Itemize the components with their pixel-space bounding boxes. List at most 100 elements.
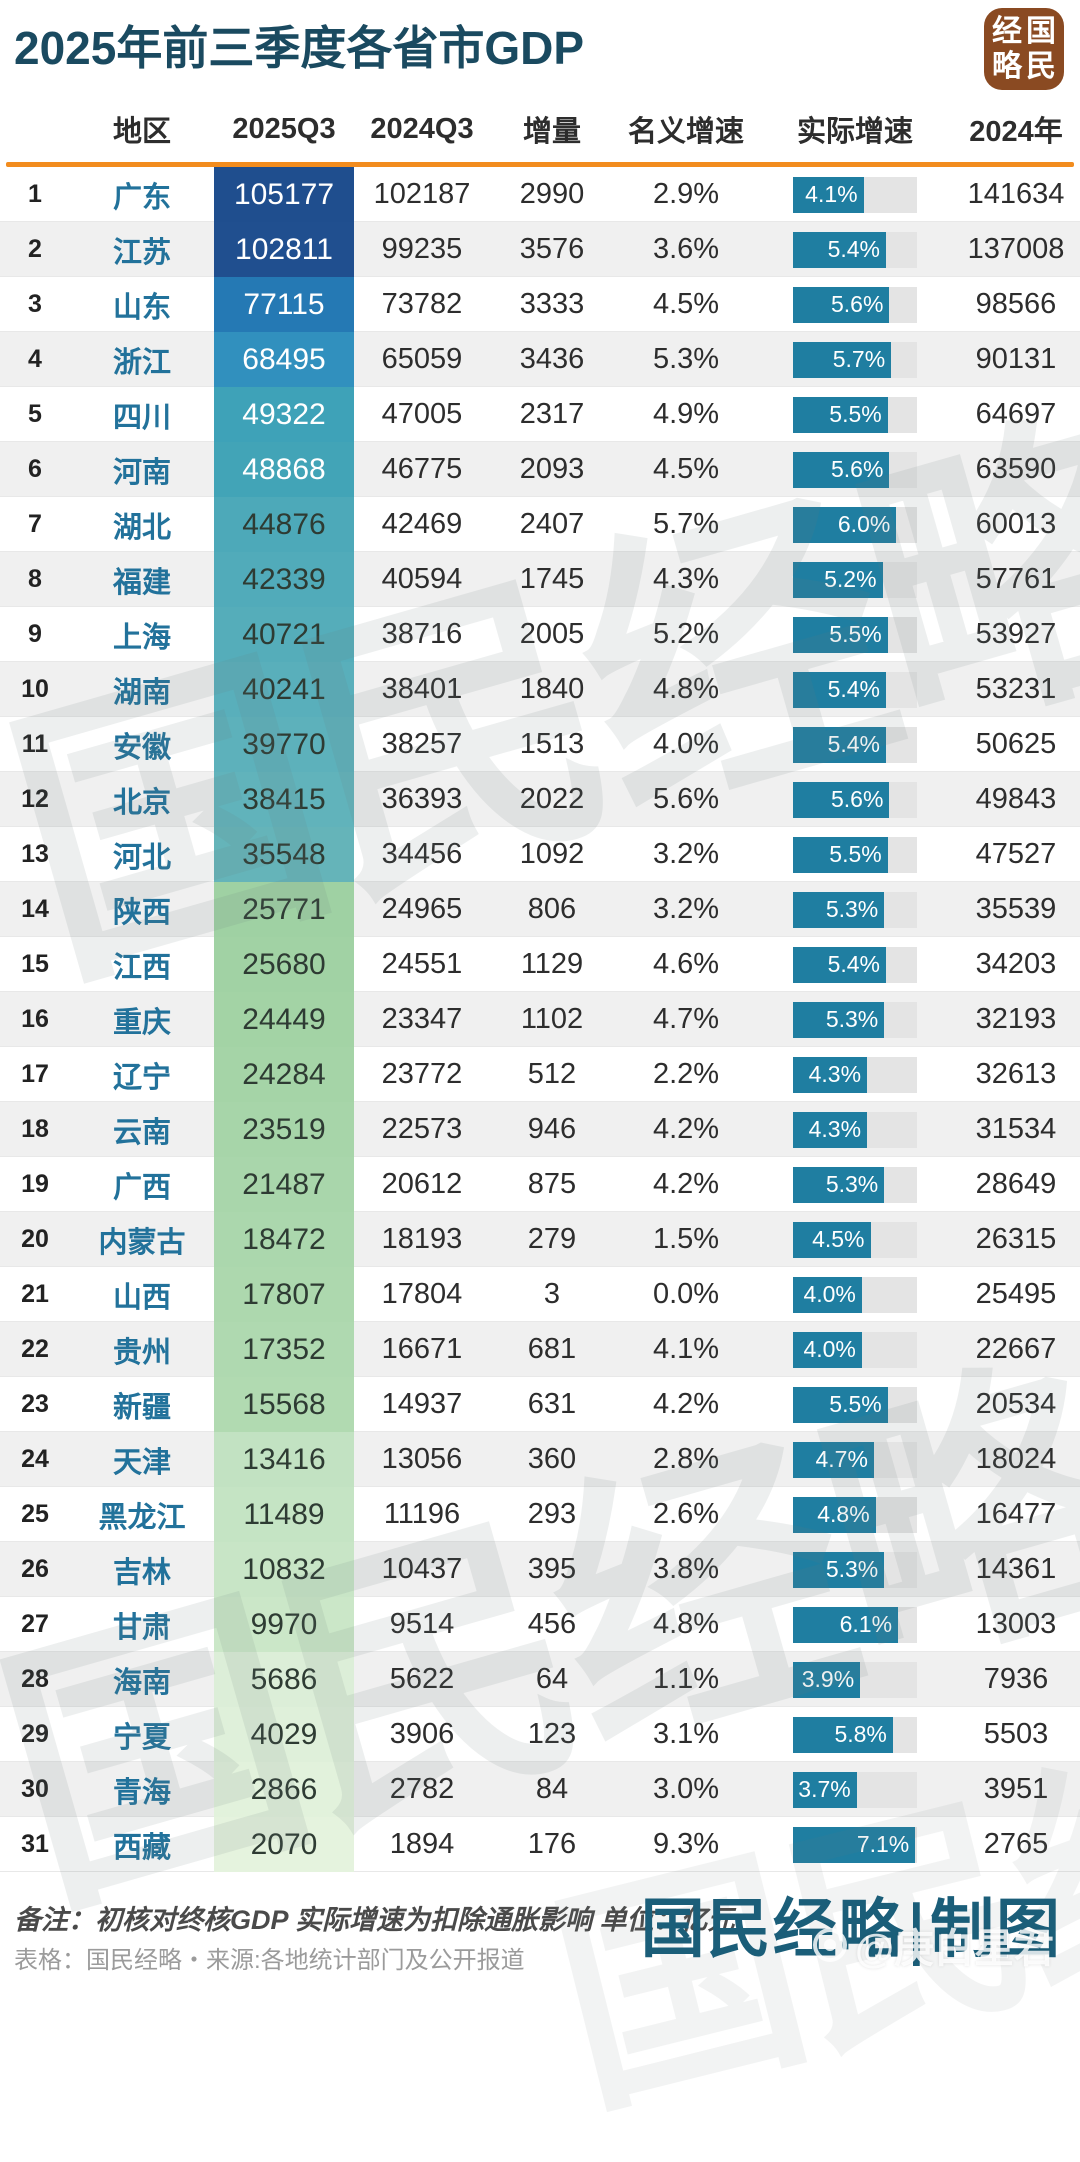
gdp-2024q3-cell: 36393 bbox=[381, 783, 463, 815]
increment-cell: 3576 bbox=[519, 233, 585, 265]
growth-bar-label: 6.0% bbox=[837, 511, 891, 537]
nominal-growth-cell: 2.6% bbox=[652, 1498, 720, 1530]
real-growth-cell: 5.3% bbox=[758, 891, 952, 928]
table-row: 17 辽宁 24284 23772 512 2.2% 4.3% 32613 bbox=[0, 1047, 1080, 1102]
growth-bar-track: 7.1% bbox=[793, 1826, 917, 1863]
author-watermark: @庚白星君 bbox=[812, 1916, 1054, 1974]
nominal-growth-cell: 3.0% bbox=[652, 1773, 720, 1805]
region-cell: 江西 bbox=[112, 951, 171, 984]
increment-cell: 2005 bbox=[519, 618, 585, 650]
growth-bar: 5.3% bbox=[793, 891, 885, 928]
increment-cell: 360 bbox=[527, 1443, 577, 1475]
nominal-growth-cell: 4.6% bbox=[652, 948, 720, 980]
gdp-2024-cell: 20534 bbox=[975, 1388, 1057, 1420]
gdp-2024q3-cell: 2782 bbox=[389, 1773, 455, 1805]
logo-char: 略 bbox=[992, 48, 1022, 84]
growth-bar: 4.7% bbox=[793, 1441, 874, 1478]
growth-bar-track: 3.9% bbox=[793, 1661, 917, 1698]
table-row: 7 湖北 44876 42469 2407 5.7% 6.0% 60013 bbox=[0, 497, 1080, 552]
rank-cell: 18 bbox=[21, 1115, 49, 1143]
table-row: 12 北京 38415 36393 2022 5.6% 5.6% 49843 bbox=[0, 772, 1080, 827]
source-note: 表格：国民经略・来源:各地统计部门及公开报道 bbox=[14, 1947, 525, 1974]
brand-signature: 国民经略|制图 bbox=[640, 1892, 1062, 1967]
rank-cell: 14 bbox=[21, 895, 49, 923]
rank-cell: 31 bbox=[21, 1830, 49, 1858]
gdp-2025q3-cell: 105177 bbox=[214, 167, 354, 222]
growth-bar-track: 5.5% bbox=[793, 616, 917, 653]
gdp-2024-cell: 7936 bbox=[983, 1663, 1049, 1695]
gdp-2024q3-cell: 13056 bbox=[381, 1443, 463, 1475]
region-cell: 天津 bbox=[112, 1446, 171, 1479]
region-cell: 甘肃 bbox=[112, 1611, 171, 1644]
gdp-2025q3-cell: 9970 bbox=[214, 1597, 354, 1652]
growth-bar-label: 5.7% bbox=[832, 346, 886, 372]
growth-bar-track: 5.4% bbox=[793, 231, 917, 268]
real-growth-cell: 5.4% bbox=[758, 946, 952, 983]
gdp-2025q3-cell: 11489 bbox=[214, 1487, 354, 1542]
increment-cell: 681 bbox=[527, 1333, 577, 1365]
growth-bar: 4.3% bbox=[793, 1111, 868, 1148]
growth-bar: 6.0% bbox=[793, 506, 897, 543]
growth-bar-track: 6.1% bbox=[793, 1606, 917, 1643]
gdp-2025q3-cell: 44876 bbox=[214, 497, 354, 552]
increment-cell: 631 bbox=[527, 1388, 577, 1420]
increment-cell: 3333 bbox=[519, 288, 585, 320]
real-growth-cell: 5.4% bbox=[758, 671, 952, 708]
nominal-growth-cell: 3.6% bbox=[652, 233, 720, 265]
region-cell: 青海 bbox=[112, 1776, 171, 1809]
table-row: 18 云南 23519 22573 946 4.2% 4.3% 31534 bbox=[0, 1102, 1080, 1157]
region-cell: 海南 bbox=[112, 1666, 171, 1699]
gdp-2024q3-cell: 20612 bbox=[381, 1168, 463, 1200]
gdp-2024q3-cell: 102187 bbox=[373, 178, 471, 210]
growth-bar-label: 5.3% bbox=[825, 896, 879, 922]
increment-cell: 806 bbox=[527, 893, 577, 925]
nominal-growth-cell: 3.8% bbox=[652, 1553, 720, 1585]
real-growth-cell: 5.3% bbox=[758, 1001, 952, 1038]
growth-bar-track: 5.5% bbox=[793, 836, 917, 873]
rank-cell: 24 bbox=[21, 1445, 49, 1473]
region-cell: 河北 bbox=[112, 841, 171, 874]
gdp-2024-cell: 50625 bbox=[975, 728, 1057, 760]
gdp-2024-cell: 137008 bbox=[967, 233, 1065, 265]
growth-bar: 5.4% bbox=[793, 671, 886, 708]
real-growth-cell: 7.1% bbox=[758, 1826, 952, 1863]
growth-bar-label: 4.7% bbox=[815, 1446, 868, 1472]
growth-bar-label: 7.1% bbox=[856, 1831, 910, 1857]
gdp-2024q3-cell: 47005 bbox=[381, 398, 463, 430]
gdp-2024-cell: 34203 bbox=[975, 948, 1057, 980]
growth-bar-label: 5.6% bbox=[831, 456, 884, 482]
gdp-2024q3-cell: 42469 bbox=[381, 508, 463, 540]
gdp-2025q3-cell: 5686 bbox=[214, 1652, 354, 1707]
rank-cell: 28 bbox=[21, 1665, 49, 1693]
real-growth-cell: 4.5% bbox=[758, 1221, 952, 1258]
nominal-growth-cell: 4.0% bbox=[652, 728, 720, 760]
region-cell: 黑龙江 bbox=[98, 1501, 186, 1534]
growth-bar-track: 5.3% bbox=[793, 1166, 917, 1203]
growth-bar: 7.1% bbox=[793, 1826, 916, 1863]
table-row: 24 天津 13416 13056 360 2.8% 4.7% 18024 bbox=[0, 1432, 1080, 1487]
rank-cell: 6 bbox=[28, 455, 42, 483]
growth-bar: 5.3% bbox=[793, 1166, 885, 1203]
gdp-2024-cell: 16477 bbox=[975, 1498, 1057, 1530]
header-region: 地区 bbox=[112, 116, 171, 148]
nominal-growth-cell: 5.2% bbox=[652, 618, 720, 650]
region-cell: 安徽 bbox=[112, 731, 171, 764]
growth-bar-track: 6.0% bbox=[793, 506, 917, 543]
gdp-2025q3-cell: 23519 bbox=[214, 1102, 354, 1157]
brand-logo: 经 国 略 民 bbox=[984, 8, 1064, 90]
growth-bar: 5.4% bbox=[793, 231, 886, 268]
growth-bar-track: 5.2% bbox=[793, 561, 917, 598]
real-growth-cell: 5.7% bbox=[758, 341, 952, 378]
growth-bar-track: 4.3% bbox=[793, 1056, 917, 1093]
region-cell: 山东 bbox=[112, 291, 171, 324]
gdp-2025q3-cell: 49322 bbox=[214, 387, 354, 442]
region-cell: 湖南 bbox=[112, 676, 171, 709]
growth-bar-track: 5.3% bbox=[793, 891, 917, 928]
gdp-2024-cell: 141634 bbox=[967, 178, 1065, 210]
nominal-growth-cell: 5.6% bbox=[652, 783, 720, 815]
gdp-2024q3-cell: 23347 bbox=[381, 1003, 463, 1035]
growth-bar-label: 5.5% bbox=[829, 1391, 882, 1417]
table-row: 13 河北 35548 34456 1092 3.2% 5.5% 47527 bbox=[0, 827, 1080, 882]
region-cell: 江苏 bbox=[112, 236, 171, 269]
gdp-2024-cell: 25495 bbox=[975, 1278, 1057, 1310]
